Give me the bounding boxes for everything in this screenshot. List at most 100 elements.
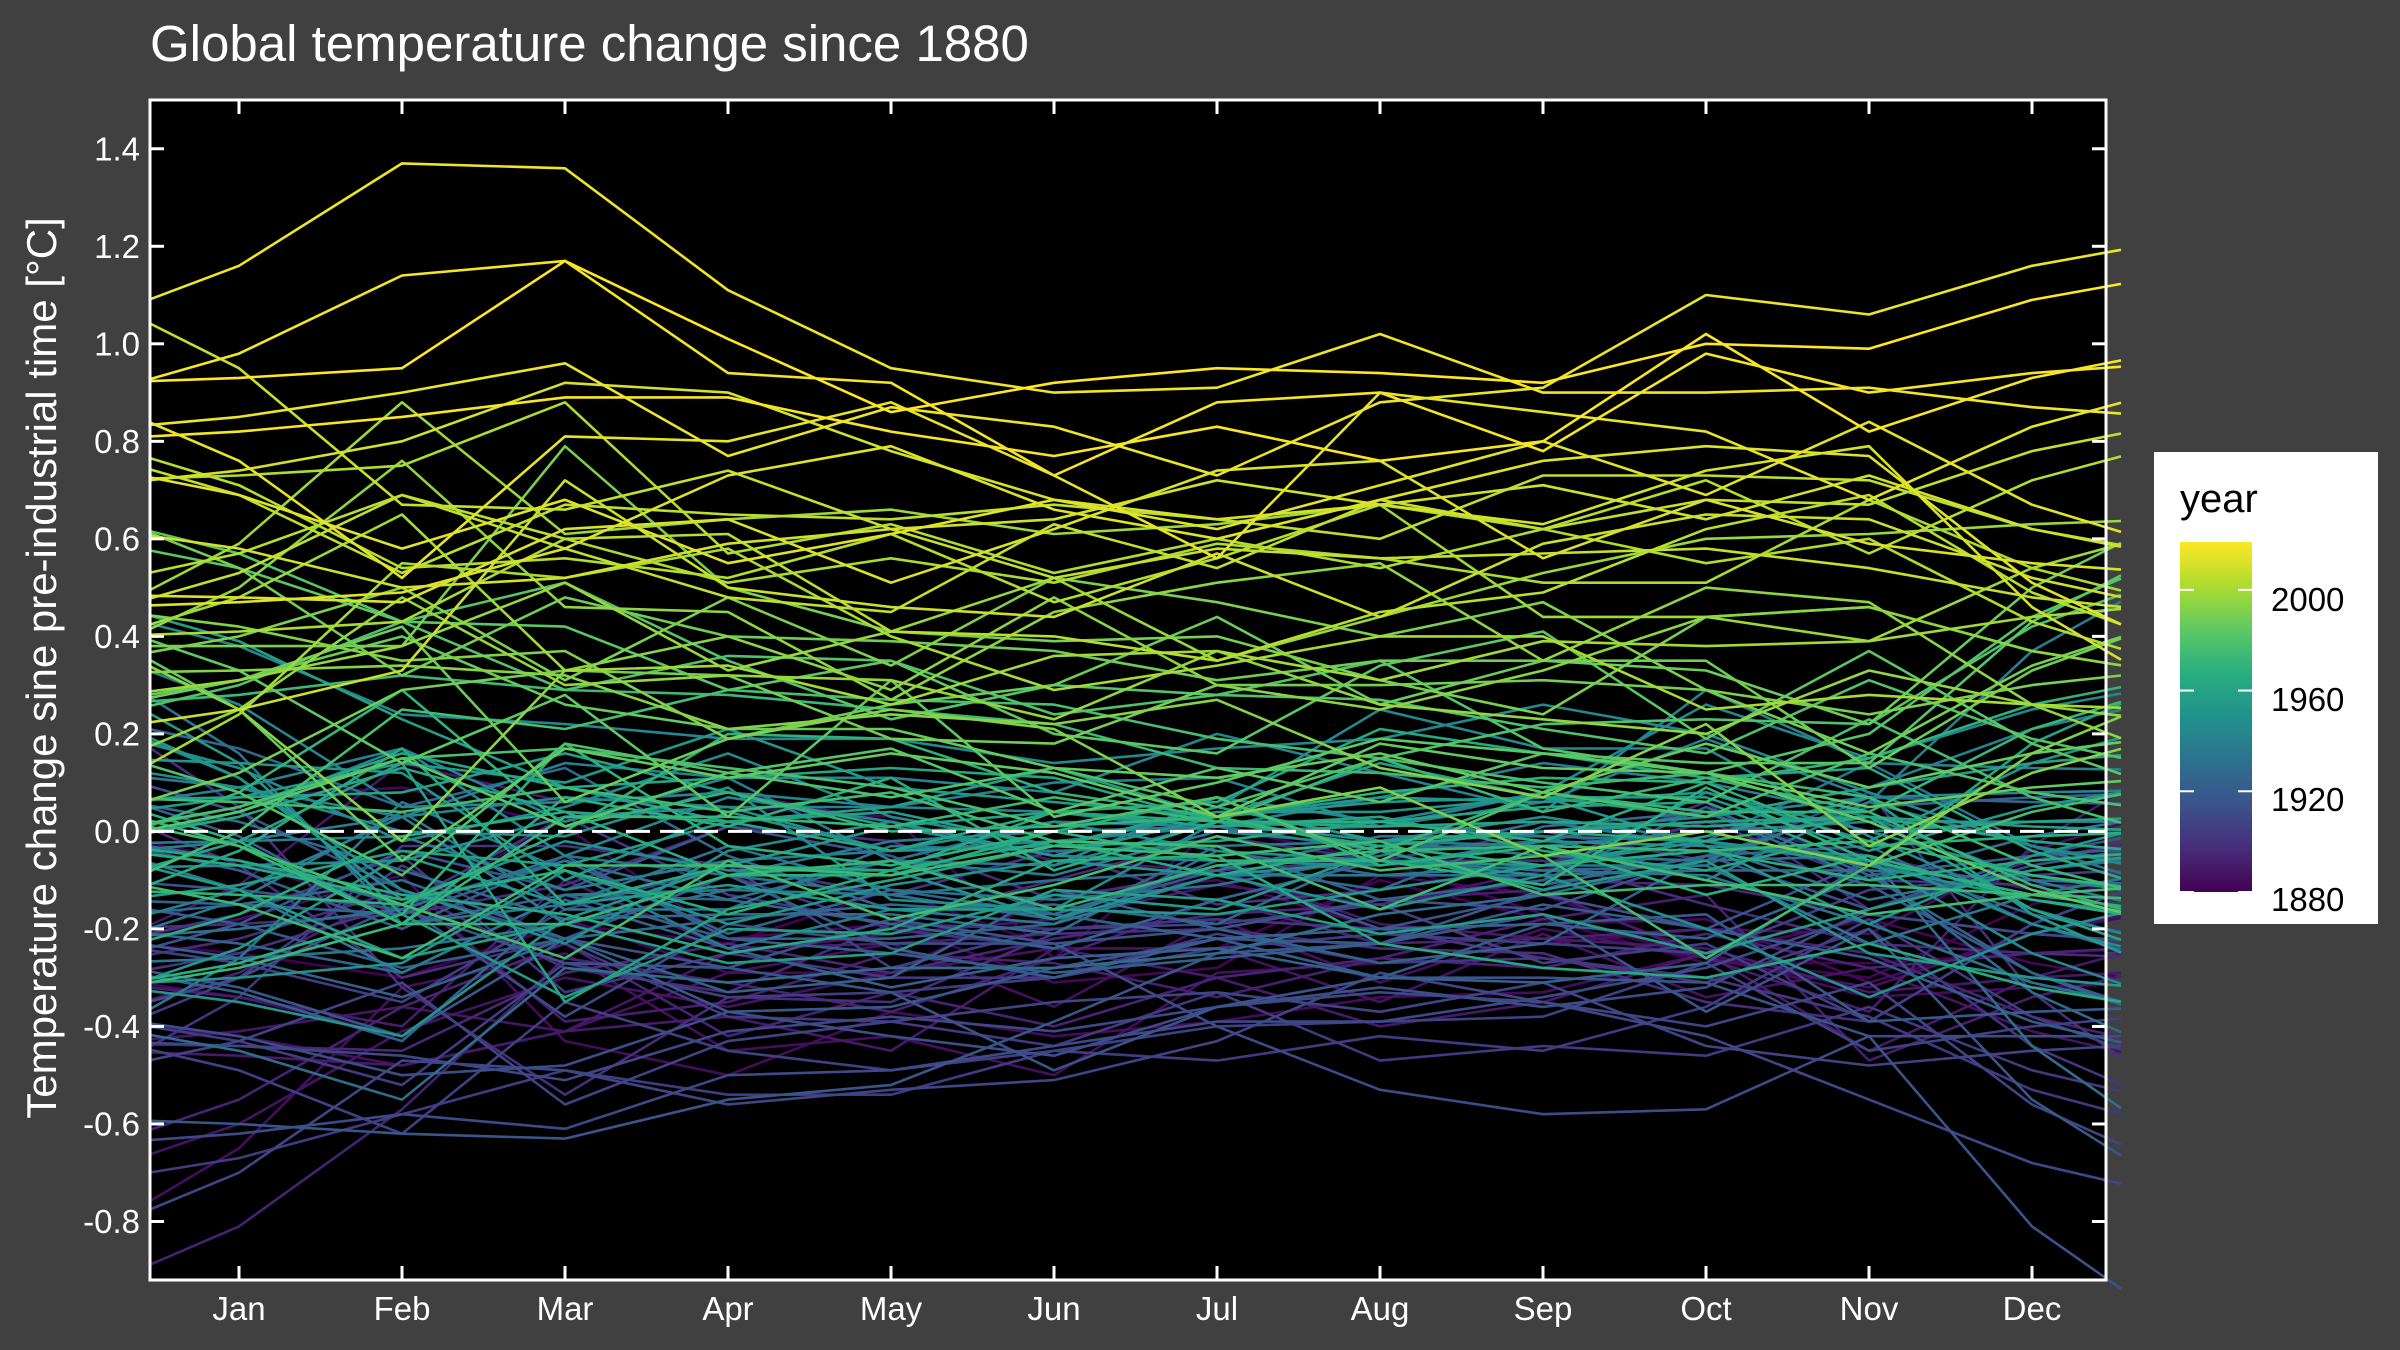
y-tick-label: -0.2 xyxy=(83,910,140,947)
series-line-1950 xyxy=(149,859,2122,999)
series-line-1954 xyxy=(149,795,2122,981)
series-line-2003 xyxy=(149,455,2122,604)
series-line-1894 xyxy=(149,932,2122,1132)
series-line-1974 xyxy=(149,839,2122,960)
y-tick-label: 0.4 xyxy=(94,618,140,655)
series-line-1983 xyxy=(149,549,2122,776)
series-line-1932 xyxy=(149,696,2122,926)
x-tick-label: Mar xyxy=(537,1290,594,1327)
legend-label-2000: 2000 xyxy=(2271,581,2345,618)
series-line-1991 xyxy=(149,576,2122,716)
series-line-1977 xyxy=(149,688,2122,873)
series-line-1963 xyxy=(149,727,2122,906)
series-line-1952 xyxy=(149,758,2122,926)
series-line-1973 xyxy=(149,674,2122,890)
series-line-2005 xyxy=(149,468,2122,575)
legend-title: year xyxy=(2180,477,2258,521)
series-line-1951 xyxy=(149,736,2122,1038)
x-tick-label: Jan xyxy=(212,1290,265,1327)
color-legend: year 2000 1960 1920 1880 xyxy=(2154,452,2378,924)
x-tick-label: Jul xyxy=(1196,1290,1238,1327)
x-tick-label: Apr xyxy=(702,1290,753,1327)
series-line-1887 xyxy=(149,932,2122,1156)
series-line-1904 xyxy=(149,917,2122,1174)
y-axis: -0.8 -0.6 -0.4 -0.2 0.0 0.2 0.4 0.6 0.8 1.0 1.2 1.4 xyxy=(83,130,2106,1240)
legend-ticks xyxy=(2180,588,2252,892)
x-tick-label: Aug xyxy=(1351,1290,1410,1327)
series-line-1989 xyxy=(149,635,2122,802)
series-line-1917 xyxy=(149,912,2122,1157)
chart-title: Global temperature change since 1880 xyxy=(150,15,1029,72)
series-line-1998 xyxy=(149,400,2122,643)
series-line-1979 xyxy=(149,593,2122,877)
x-tick-label: Jun xyxy=(1027,1290,1080,1327)
series-line-1984 xyxy=(149,638,2122,914)
series-line-1913 xyxy=(149,849,2122,1077)
series-line-1982 xyxy=(149,574,2122,831)
series-line-1939 xyxy=(149,600,2122,892)
x-tick-label: Sep xyxy=(1514,1290,1573,1327)
series-line-2018 xyxy=(149,332,2122,463)
legend-gradient xyxy=(2180,542,2252,892)
legend-label-1920: 1920 xyxy=(2271,781,2345,818)
series-line-2007 xyxy=(149,322,2122,609)
legend-colorbar xyxy=(2180,542,2252,892)
series-line-1993 xyxy=(149,664,2122,848)
series-line-1987 xyxy=(149,541,2122,804)
series-line-1971 xyxy=(149,819,2122,926)
series-line-2014 xyxy=(149,391,2122,580)
series-line-1981 xyxy=(149,529,2122,775)
series-line-1898 xyxy=(149,746,2122,1096)
series-line-1956 xyxy=(149,856,2122,965)
series-line-2013 xyxy=(149,420,2122,565)
legend-label-1960: 1960 xyxy=(2271,681,2345,718)
y-tick-label: -0.6 xyxy=(83,1105,140,1142)
series-line-1988 xyxy=(149,531,2122,770)
series-line-1930 xyxy=(149,761,2122,937)
series-line-1959 xyxy=(149,752,2122,872)
series-line-1965 xyxy=(149,839,2122,916)
series-line-1968 xyxy=(149,742,2122,981)
series-line-2004 xyxy=(149,493,2122,663)
x-tick-label: Nov xyxy=(1840,1290,1899,1327)
x-tick-label: Oct xyxy=(1680,1290,1731,1327)
x-tick-label: Dec xyxy=(2003,1290,2062,1327)
series-line-1972 xyxy=(149,700,2122,984)
series-line-2016 xyxy=(149,162,2122,415)
series-line-1892 xyxy=(149,888,2122,1062)
series-line-1976 xyxy=(149,793,2122,960)
y-tick-label: 0.6 xyxy=(94,520,140,557)
y-tick-label: 0.2 xyxy=(94,715,140,752)
series-line-1992 xyxy=(149,614,2122,867)
y-tick-label: -0.8 xyxy=(83,1203,140,1240)
x-axis: Jan Feb Mar Apr May Jun Jul Aug Sep Oct Nov Dec xyxy=(212,100,2061,1327)
y-tick-label: 1.4 xyxy=(94,130,140,167)
series-line-2019 xyxy=(149,259,2122,414)
y-tick-label: 0.8 xyxy=(94,423,140,460)
series-line-1919 xyxy=(149,873,2122,1023)
x-tick-label: Feb xyxy=(374,1290,431,1327)
series-line-1996 xyxy=(149,596,2122,748)
series-line-2002 xyxy=(149,400,2122,651)
series-line-1944 xyxy=(149,622,2122,865)
plot-border xyxy=(148,98,2108,1282)
series-line-2010 xyxy=(149,381,2122,661)
y-axis-title: Temperature change sine pre-industrial t… xyxy=(18,217,65,1119)
series-line-1995 xyxy=(149,459,2122,740)
series-line-1997 xyxy=(149,519,2122,693)
series-line-2015 xyxy=(149,248,2122,477)
y-tick-label: 1.2 xyxy=(94,228,140,265)
series-line-1955 xyxy=(149,712,2122,999)
y-tick-label: 0.0 xyxy=(94,813,140,850)
y-tick-label: 1.0 xyxy=(94,325,140,362)
y-tick-label: -0.4 xyxy=(83,1008,140,1045)
series-line-1882 xyxy=(149,786,2122,984)
legend-label-1880: 1880 xyxy=(2271,881,2345,918)
series-line-2006 xyxy=(149,432,2122,614)
series-line-1908 xyxy=(149,981,2122,1106)
series-line-1985 xyxy=(149,658,2122,863)
series-line-1980 xyxy=(149,620,2122,760)
series-line-2017 xyxy=(149,259,2122,477)
